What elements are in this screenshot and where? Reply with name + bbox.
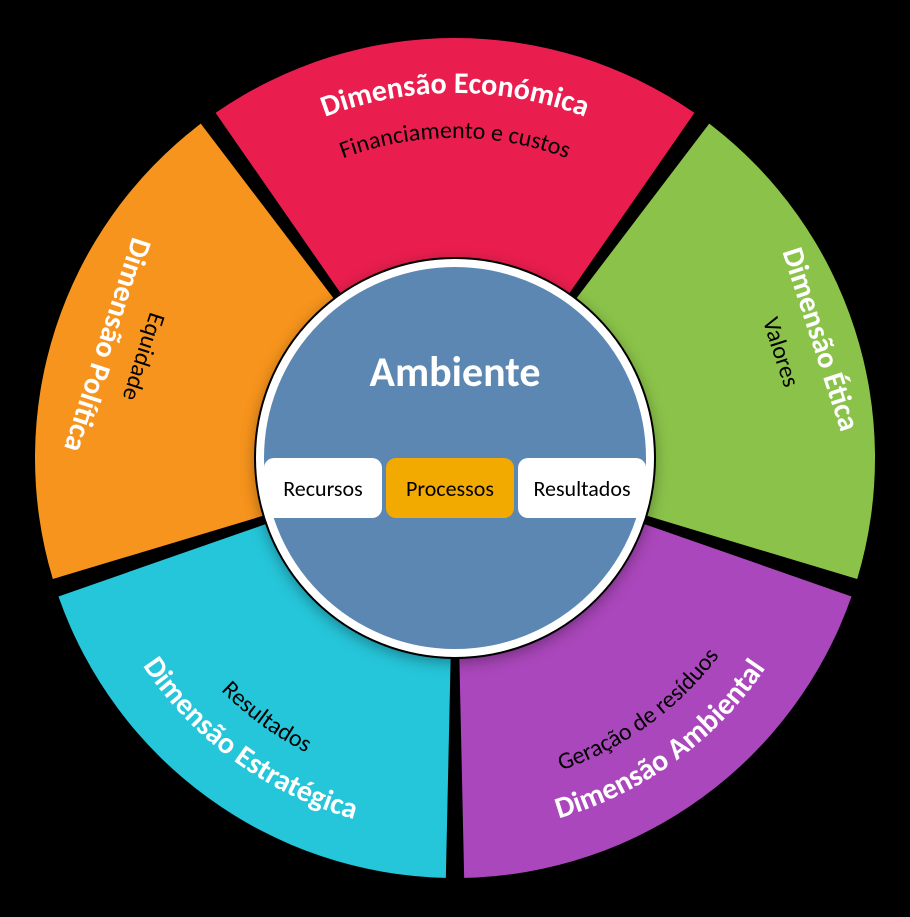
center-pill-label-2: Resultados (533, 475, 630, 502)
center-pill-label-0: Recursos (283, 475, 362, 502)
wheel-svg: Dimensão EconómicaFinanciamento e custos… (0, 0, 910, 917)
center-pill-label-1: Processos (406, 475, 494, 502)
center-title: Ambiente (370, 347, 541, 398)
diagram-stage: Dimensão EconómicaFinanciamento e custos… (0, 0, 910, 917)
